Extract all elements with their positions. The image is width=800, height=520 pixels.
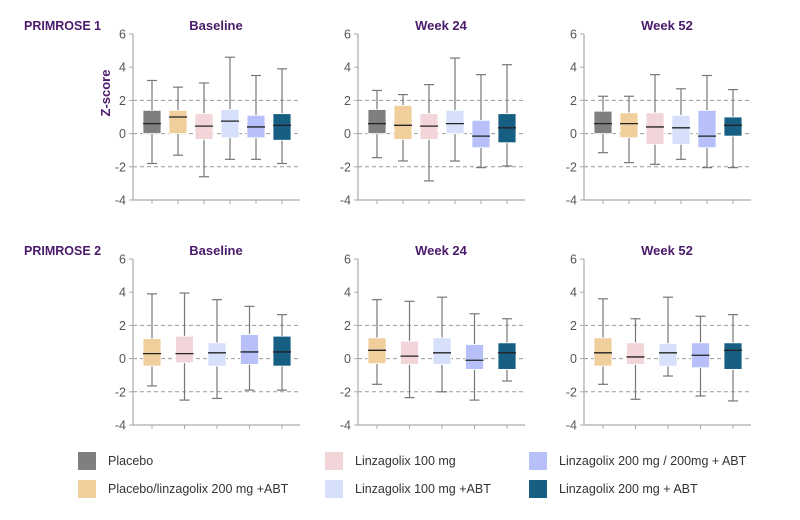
y-tick-label: 6 [344, 253, 351, 267]
y-tick-label: -4 [566, 194, 577, 208]
y-tick-label: 0 [344, 352, 351, 366]
y-tick-label: 0 [119, 127, 126, 141]
y-tick-label: 2 [570, 319, 577, 333]
legend-label: Placebo/linzagolix 200 mg +ABT [108, 482, 289, 496]
legend-label: Linzagolix 100 mg [355, 454, 456, 468]
y-tick-label: -2 [340, 160, 351, 174]
y-tick-label: -2 [340, 385, 351, 399]
box-linzagolix-200-mg-200mg-abt [471, 119, 491, 149]
box-placebo-linzagolix-200-mg-abt [142, 338, 162, 367]
box-linzagolix-200-mg-abt [723, 342, 743, 370]
box-linzagolix-200-mg-200mg-abt [697, 109, 717, 149]
legend-swatch [529, 452, 547, 470]
legend-label: Linzagolix 200 mg + ABT [559, 482, 698, 496]
y-tick-label: 0 [344, 127, 351, 141]
legend-swatch [529, 480, 547, 498]
y-tick-label: -4 [340, 419, 351, 433]
y-tick-label: 4 [570, 61, 577, 75]
y-axis-label: Z-score [98, 70, 113, 117]
box-linzagolix-100-mg [645, 112, 665, 145]
legend-item: Linzagolix 100 mg [325, 452, 456, 470]
legend-label: Placebo [108, 454, 154, 468]
y-tick-label: -4 [115, 419, 126, 433]
legend-item: Linzagolix 100 mg +ABT [325, 480, 491, 498]
study-label: PRIMROSE 1 [24, 19, 101, 33]
box-linzagolix-100-mg-abt [445, 109, 465, 135]
panel-title: Week 52 [641, 243, 693, 258]
box-linzagolix-200-mg-abt [272, 335, 292, 367]
y-tick-label: 6 [344, 28, 351, 42]
panel-title: Week 24 [415, 18, 468, 33]
box-linzagolix-200-mg-abt [272, 113, 292, 141]
box-placebo [593, 110, 613, 135]
box-linzagolix-100-mg [400, 340, 419, 365]
panel-title: Baseline [189, 18, 242, 33]
study-label: PRIMROSE 2 [24, 244, 101, 258]
y-tick-label: 6 [570, 28, 577, 42]
box-linzagolix-100-mg-abt [432, 337, 452, 365]
y-tick-label: 4 [570, 286, 577, 300]
y-tick-label: 0 [570, 352, 577, 366]
legend-item: Linzagolix 200 mg + ABT [529, 480, 698, 498]
y-tick-label: 0 [119, 352, 126, 366]
y-tick-label: 6 [119, 28, 126, 42]
legend-swatch [78, 452, 96, 470]
y-tick-label: 6 [119, 253, 126, 267]
box-linzagolix-200-mg-abt [723, 116, 743, 137]
box-linzagolix-100-mg-abt [658, 343, 678, 367]
y-tick-label: 2 [344, 94, 351, 108]
legend-item: Placebo/linzagolix 200 mg +ABT [78, 480, 288, 498]
box-linzagolix-200-mg-200mg-abt [465, 344, 484, 370]
box-linzagolix-100-mg-abt [207, 342, 227, 367]
box-placebo-linzagolix-200-mg-abt [619, 112, 639, 139]
y-tick-label: 4 [119, 286, 126, 300]
legend-swatch [325, 480, 343, 498]
y-tick-label: 6 [570, 253, 577, 267]
panel-title: Week 52 [641, 18, 693, 33]
y-tick-label: -4 [340, 194, 351, 208]
y-tick-label: -2 [115, 160, 126, 174]
box-linzagolix-100-mg-abt [220, 109, 240, 139]
box-placebo [142, 109, 162, 135]
legend-label: Linzagolix 100 mg +ABT [355, 482, 491, 496]
box-linzagolix-100-mg [175, 335, 194, 364]
box-linzagolix-200-mg-200mg-abt [240, 334, 259, 365]
panel-title: Week 24 [415, 243, 468, 258]
y-tick-label: 0 [570, 127, 577, 141]
y-tick-label: 4 [119, 61, 126, 75]
y-tick-label: -2 [566, 160, 577, 174]
y-tick-label: 2 [119, 94, 126, 108]
legend-swatch [325, 452, 343, 470]
y-tick-label: 4 [344, 61, 351, 75]
legend-item: Linzagolix 200 mg / 200mg + ABT [529, 452, 746, 470]
y-tick-label: -4 [566, 419, 577, 433]
y-tick-label: -4 [115, 194, 126, 208]
legend-label: Linzagolix 200 mg / 200mg + ABT [559, 454, 747, 468]
panel-title: Baseline [189, 243, 242, 258]
box-placebo-linzagolix-200-mg-abt [393, 104, 413, 140]
box-linzagolix-100-mg-abt [671, 114, 691, 145]
y-tick-label: 2 [344, 319, 351, 333]
box-linzagolix-200-mg-abt [497, 342, 517, 370]
y-tick-label: 4 [344, 286, 351, 300]
y-tick-label: -2 [566, 385, 577, 399]
legend-item: Placebo [78, 452, 153, 470]
y-tick-label: 2 [570, 94, 577, 108]
box-placebo-linzagolix-200-mg-abt [168, 109, 188, 135]
y-tick-label: -2 [115, 385, 126, 399]
legend-swatch [78, 480, 96, 498]
box-linzagolix-100-mg [626, 342, 645, 365]
box-placebo [367, 109, 387, 134]
box-placebo-linzagolix-200-mg-abt [593, 337, 613, 367]
y-tick-label: 2 [119, 319, 126, 333]
